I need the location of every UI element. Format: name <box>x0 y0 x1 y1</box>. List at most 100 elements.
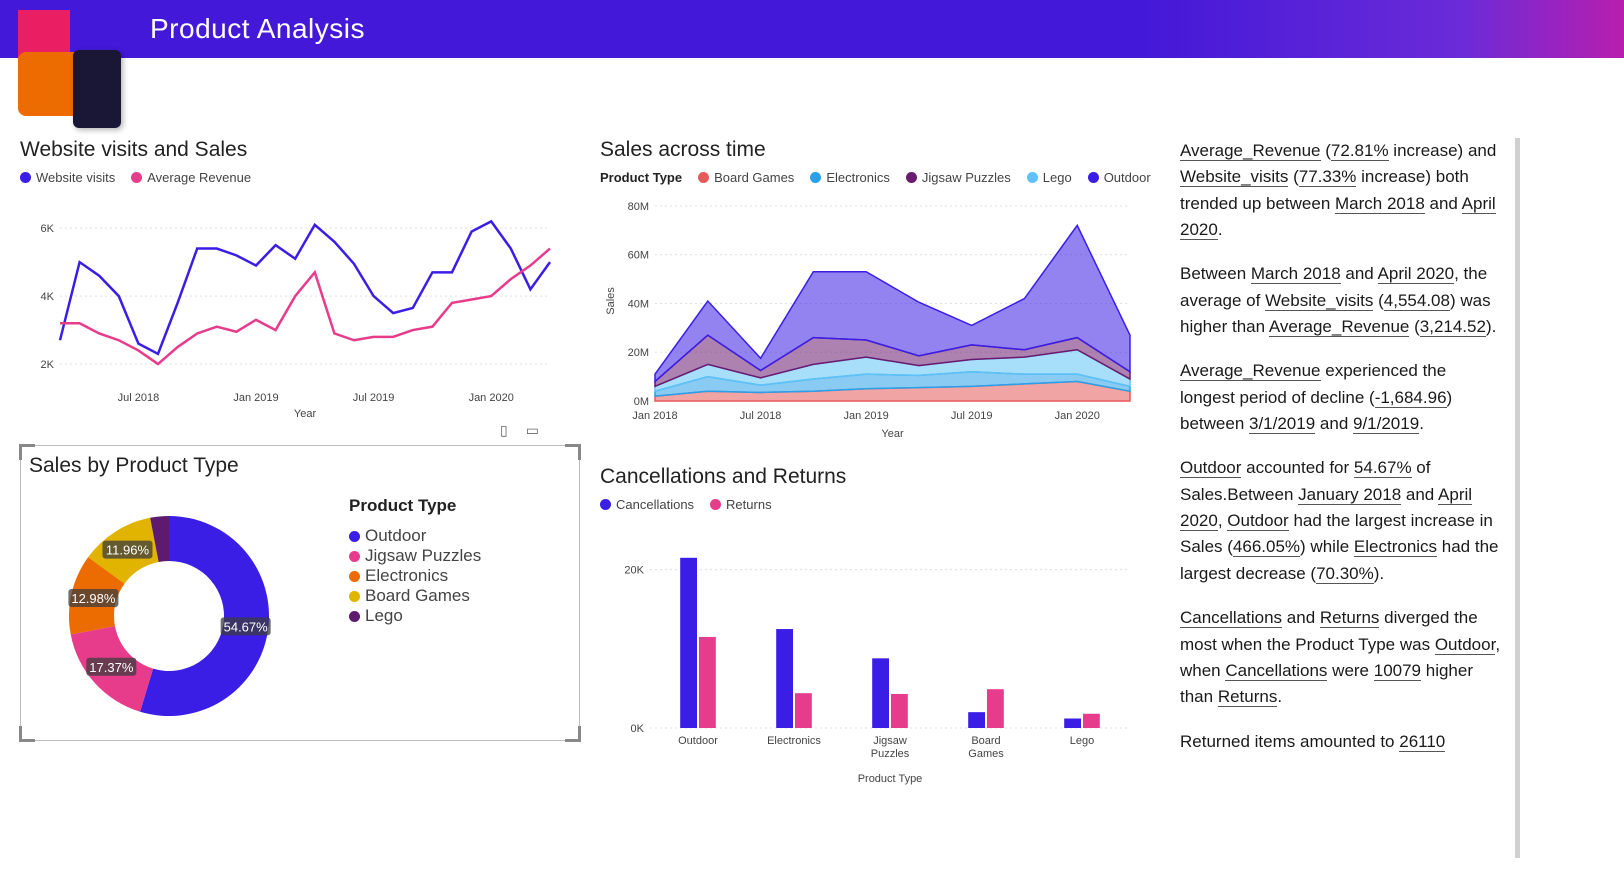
dashboard-header: Product Analysis <box>0 0 1624 58</box>
svg-text:4K: 4K <box>41 291 55 303</box>
legend-item[interactable]: Board Games <box>349 586 481 606</box>
chart-legend: Website visits Average Revenue <box>20 170 580 185</box>
svg-text:Jan 2018: Jan 2018 <box>632 410 677 422</box>
resize-handle-tr[interactable] <box>563 444 581 462</box>
svg-text:Jigsaw: Jigsaw <box>873 735 907 747</box>
legend-label: Outdoor <box>1104 170 1151 185</box>
legend-item[interactable]: Outdoor <box>349 526 481 546</box>
logo-block-navy <box>73 50 121 128</box>
legend-dot-icon <box>131 172 142 183</box>
legend-label: Electronics <box>826 170 890 185</box>
svg-text:Year: Year <box>881 428 904 440</box>
svg-text:Lego: Lego <box>1070 735 1094 747</box>
legend-dot-icon <box>349 571 360 582</box>
svg-text:Games: Games <box>968 748 1004 760</box>
legend-dot-icon <box>349 591 360 602</box>
svg-text:Jul 2019: Jul 2019 <box>951 410 993 422</box>
legend-label: Average Revenue <box>147 170 251 185</box>
legend-label: Board Games <box>714 170 794 185</box>
chart-sales-across-time[interactable]: Sales across time Product Type Board Gam… <box>600 138 1160 441</box>
chart-title: Cancellations and Returns <box>600 465 1160 489</box>
logo <box>18 10 128 120</box>
svg-text:Sales: Sales <box>605 287 617 315</box>
legend-item[interactable]: Lego <box>349 606 481 626</box>
more-options-icon[interactable]: ▭ <box>526 422 539 439</box>
legend-item[interactable]: Board Games <box>698 170 794 185</box>
chart-title: Sales across time <box>600 138 1160 162</box>
svg-text:40M: 40M <box>628 298 649 310</box>
svg-text:11.96%: 11.96% <box>106 543 150 558</box>
chart-legend: Cancellations Returns <box>600 497 1160 512</box>
donut-chart-svg: 54.67%17.37%12.98%11.96% <box>29 486 309 736</box>
legend-label: Returns <box>726 497 772 512</box>
svg-text:Jan 2019: Jan 2019 <box>843 410 888 422</box>
visual-header-icons[interactable]: ▯ ▭ <box>500 422 539 439</box>
narrative-paragraph: Average_Revenue (72.81% increase) and We… <box>1180 138 1505 243</box>
legend-item[interactable]: Website visits <box>20 170 115 185</box>
legend-title: Product Type <box>600 170 682 185</box>
svg-text:60M: 60M <box>628 250 649 262</box>
legend-item[interactable]: Jigsaw Puzzles <box>906 170 1011 185</box>
svg-text:Board: Board <box>971 735 1000 747</box>
narrative-paragraph: Cancellations and Returns diverged the m… <box>1180 605 1505 710</box>
chart-legend: Product Type Board Games Electronics Jigsa… <box>600 170 1160 185</box>
narrative-paragraph: Outdoor accounted for 54.67% of Sales.Be… <box>1180 455 1505 587</box>
svg-text:12.98%: 12.98% <box>71 591 116 606</box>
legend-dot-icon <box>906 172 917 183</box>
narrative-paragraph: Average_Revenue experienced the longest … <box>1180 358 1505 437</box>
svg-text:6K: 6K <box>41 223 55 235</box>
svg-text:Outdoor: Outdoor <box>678 735 718 747</box>
chart-sales-by-product-type[interactable]: ▯ ▭ Sales by Product Type 54.67%17.37%12… <box>20 445 580 741</box>
svg-text:Jan 2020: Jan 2020 <box>1055 410 1100 422</box>
svg-text:Jul 2018: Jul 2018 <box>118 392 160 404</box>
svg-text:20M: 20M <box>628 347 649 359</box>
svg-text:Puzzles: Puzzles <box>871 748 910 760</box>
legend-dot-icon <box>698 172 709 183</box>
legend-label: Jigsaw Puzzles <box>365 546 481 566</box>
area-chart-svg: 0M 20M 40M 60M 80M Jan 2018 Jul 2018 Jan 2019 Ju… <box>600 191 1140 441</box>
legend-dot-icon <box>810 172 821 183</box>
legend-label: Cancellations <box>616 497 694 512</box>
legend-item[interactable]: Electronics <box>810 170 890 185</box>
chart-title: Sales by Product Type <box>29 454 571 478</box>
svg-text:80M: 80M <box>628 201 649 213</box>
chart-title: Website visits and Sales <box>20 138 580 162</box>
legend-dot-icon <box>600 499 611 510</box>
legend-label: Electronics <box>365 566 448 586</box>
legend-dot-icon <box>1088 172 1099 183</box>
legend-item[interactable]: Outdoor <box>1088 170 1151 185</box>
focus-mode-icon[interactable]: ▯ <box>500 422 508 439</box>
narrative-paragraph: Returned items amounted to 26110 <box>1180 729 1505 755</box>
svg-text:Jul 2018: Jul 2018 <box>740 410 782 422</box>
svg-text:Electronics: Electronics <box>767 735 821 747</box>
resize-handle-bl[interactable] <box>19 724 37 742</box>
svg-text:Jan 2020: Jan 2020 <box>469 392 514 404</box>
narrative-paragraph: Between March 2018 and April 2020, the a… <box>1180 261 1505 340</box>
resize-handle-br[interactable] <box>563 724 581 742</box>
legend-dot-icon <box>1027 172 1038 183</box>
svg-text:20K: 20K <box>624 565 644 577</box>
svg-text:Year: Year <box>294 408 317 420</box>
legend-item[interactable]: Jigsaw Puzzles <box>349 546 481 566</box>
legend-dot-icon <box>349 531 360 542</box>
legend-label: Lego <box>1043 170 1072 185</box>
page-title: Product Analysis <box>150 13 365 45</box>
chart-cancellations-returns[interactable]: Cancellations and Returns Cancellations R… <box>600 465 1160 788</box>
chart-website-visits-sales[interactable]: Website visits and Sales Website visits A… <box>20 138 580 421</box>
svg-text:0K: 0K <box>631 723 645 735</box>
legend-item[interactable]: Cancellations <box>600 497 694 512</box>
svg-text:0M: 0M <box>634 396 649 408</box>
legend-title: Product Type <box>349 496 481 516</box>
resize-handle-tl[interactable] <box>19 444 37 462</box>
legend-item[interactable]: Lego <box>1027 170 1072 185</box>
smart-narrative[interactable]: Average_Revenue (72.81% increase) and We… <box>1180 138 1520 858</box>
svg-text:Jul 2019: Jul 2019 <box>353 392 395 404</box>
legend-item[interactable]: Electronics <box>349 566 481 586</box>
legend-label: Board Games <box>365 586 470 606</box>
legend-label: Lego <box>365 606 403 626</box>
legend-item[interactable]: Average Revenue <box>131 170 251 185</box>
legend-dot-icon <box>20 172 31 183</box>
svg-text:Product Type: Product Type <box>858 773 923 785</box>
legend-item[interactable]: Returns <box>710 497 772 512</box>
svg-text:2K: 2K <box>41 359 55 371</box>
